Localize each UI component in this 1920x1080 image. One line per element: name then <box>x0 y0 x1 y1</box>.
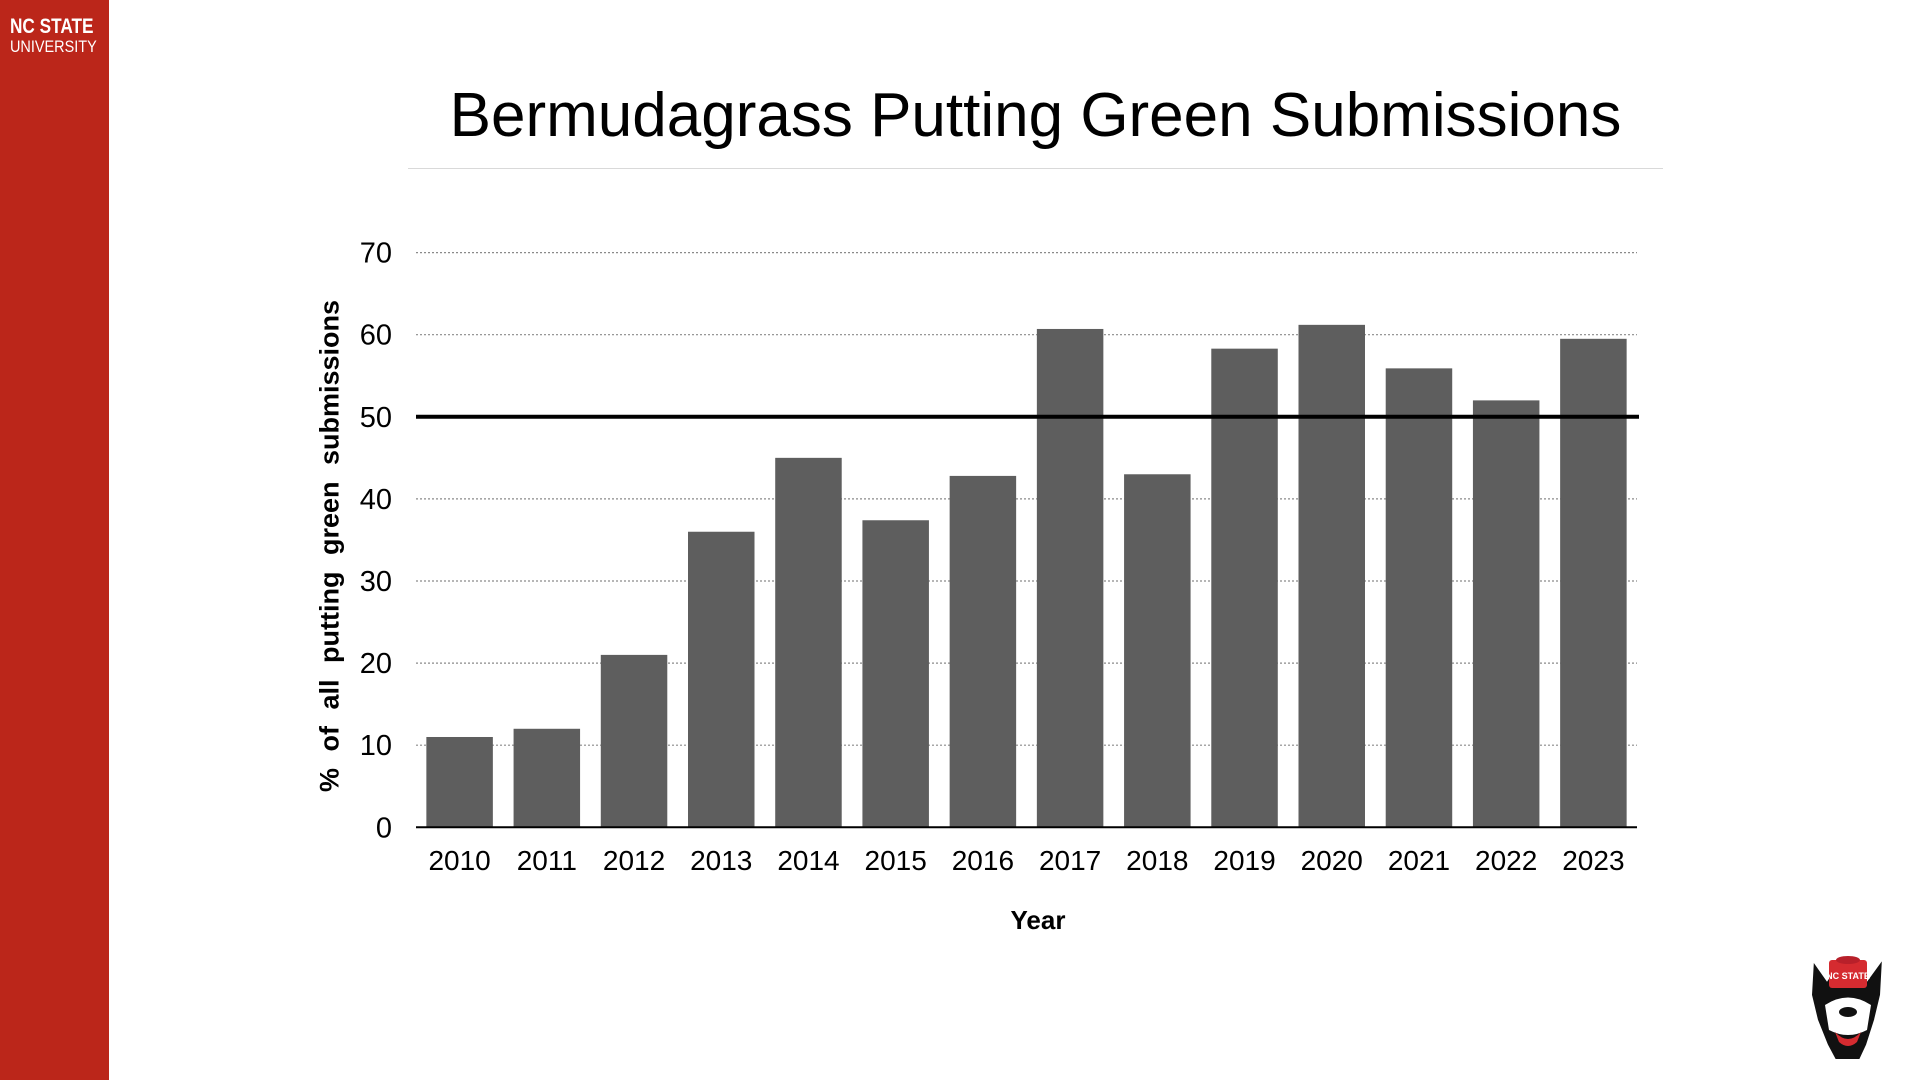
bar-2017 <box>1036 328 1104 828</box>
bar-2013 <box>688 531 755 828</box>
y-tick-label: 50 <box>360 402 392 434</box>
wolf-mascot-icon: NC STATE <box>1809 954 1885 1061</box>
x-tick-label: 2018 <box>1126 845 1188 876</box>
x-tick-label: 2019 <box>1213 845 1275 876</box>
chart-title: Bermudagrass Putting Green Submissions <box>449 81 1622 150</box>
x-tick-label: 2013 <box>690 845 752 876</box>
x-tick-label: 2022 <box>1475 845 1537 876</box>
y-tick-label: 10 <box>360 730 392 762</box>
bar-2023 <box>1560 338 1627 828</box>
brand-name: NC STATE <box>10 15 94 38</box>
bar-2014 <box>775 457 842 828</box>
y-axis-label: % of all putting green submissions <box>314 299 345 793</box>
y-tick-label: 30 <box>360 566 392 598</box>
bar-2010 <box>426 736 493 828</box>
bar-2022 <box>1472 400 1540 828</box>
x-tick-label: 2020 <box>1301 845 1363 876</box>
y-tick-label: 0 <box>376 812 392 844</box>
bar-2015 <box>862 520 929 828</box>
x-tick-label: 2017 <box>1039 845 1101 876</box>
x-axis-label: Year <box>1010 905 1066 935</box>
bar-2019 <box>1211 348 1278 828</box>
bar-2018 <box>1124 474 1191 828</box>
bar-2020 <box>1298 324 1365 828</box>
brand-sidebar: NC STATE UNIVERSITY <box>0 0 109 1080</box>
x-tick-label: 2011 <box>517 845 577 876</box>
x-tick-label: 2016 <box>952 845 1014 876</box>
y-tick-label: 70 <box>360 238 392 270</box>
bar-2016 <box>949 475 1017 828</box>
brand-subtitle: UNIVERSITY <box>10 37 97 56</box>
x-tick-label: 2023 <box>1562 845 1624 876</box>
y-tick-label: 60 <box>360 320 392 352</box>
y-tick-label: 20 <box>360 648 392 680</box>
y-tick-label: 40 <box>360 484 392 516</box>
x-tick-label: 2021 <box>1388 845 1450 876</box>
bar-2021 <box>1385 368 1453 828</box>
bar-2012 <box>600 654 668 828</box>
x-tick-label: 2012 <box>603 845 665 876</box>
svg-text:NC STATE: NC STATE <box>1826 971 1870 981</box>
title-divider <box>408 168 1663 169</box>
x-tick-label: 2014 <box>777 845 839 876</box>
bar-2011 <box>513 728 581 828</box>
x-tick-label: 2015 <box>865 845 927 876</box>
x-tick-label: 2010 <box>428 845 490 876</box>
